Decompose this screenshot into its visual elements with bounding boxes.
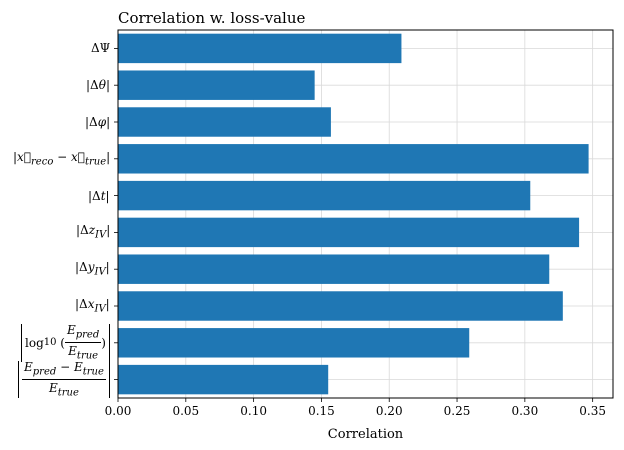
y-tick-label: log 10 (Epred Etrue) <box>21 323 110 362</box>
bar <box>118 364 329 395</box>
chart-title: Correlation w. loss-value <box>118 9 306 27</box>
x-tick-label: 0.25 <box>444 404 471 418</box>
bar <box>118 254 550 284</box>
bar <box>118 180 531 211</box>
y-tick-label: |ΔxIV| <box>75 297 110 315</box>
bar <box>118 217 580 248</box>
y-tick-label: |ΔyIV| <box>75 260 110 278</box>
bar <box>118 33 402 64</box>
bar <box>118 144 589 174</box>
x-tick-label: 0.15 <box>308 404 335 418</box>
bar <box>118 328 470 358</box>
x-axis-label: Correlation <box>328 427 404 442</box>
x-tick-label: 0.05 <box>172 404 199 418</box>
y-tick-label: Epred − Etrue Etrue <box>18 360 110 399</box>
bars <box>118 33 589 395</box>
bar <box>118 107 331 137</box>
x-tick-label: 0.10 <box>240 404 267 418</box>
y-tick-label: ΔΨ <box>91 41 111 56</box>
y-tick-label: |x⃗reco − x⃗true| <box>13 149 111 168</box>
y-tick-label: |Δt| <box>88 188 110 203</box>
x-tick-label: 0.20 <box>376 404 403 418</box>
y-tick-label: |Δφ| <box>85 115 111 129</box>
y-tick-label: |Δθ| <box>86 78 110 93</box>
y-ticks <box>114 48 118 381</box>
y-tick-label: |ΔzIV| <box>76 223 111 241</box>
x-ticks: 0.00 0.05 0.10 0.15 0.20 0.25 0.30 0.35 <box>105 398 606 418</box>
x-tick-label: 0.35 <box>579 404 606 418</box>
plot-frame <box>117 29 614 399</box>
bar <box>118 70 315 100</box>
x-tick-label: 0.30 <box>511 404 538 418</box>
x-tick-label: 0.00 <box>105 404 132 418</box>
bar <box>118 291 563 321</box>
